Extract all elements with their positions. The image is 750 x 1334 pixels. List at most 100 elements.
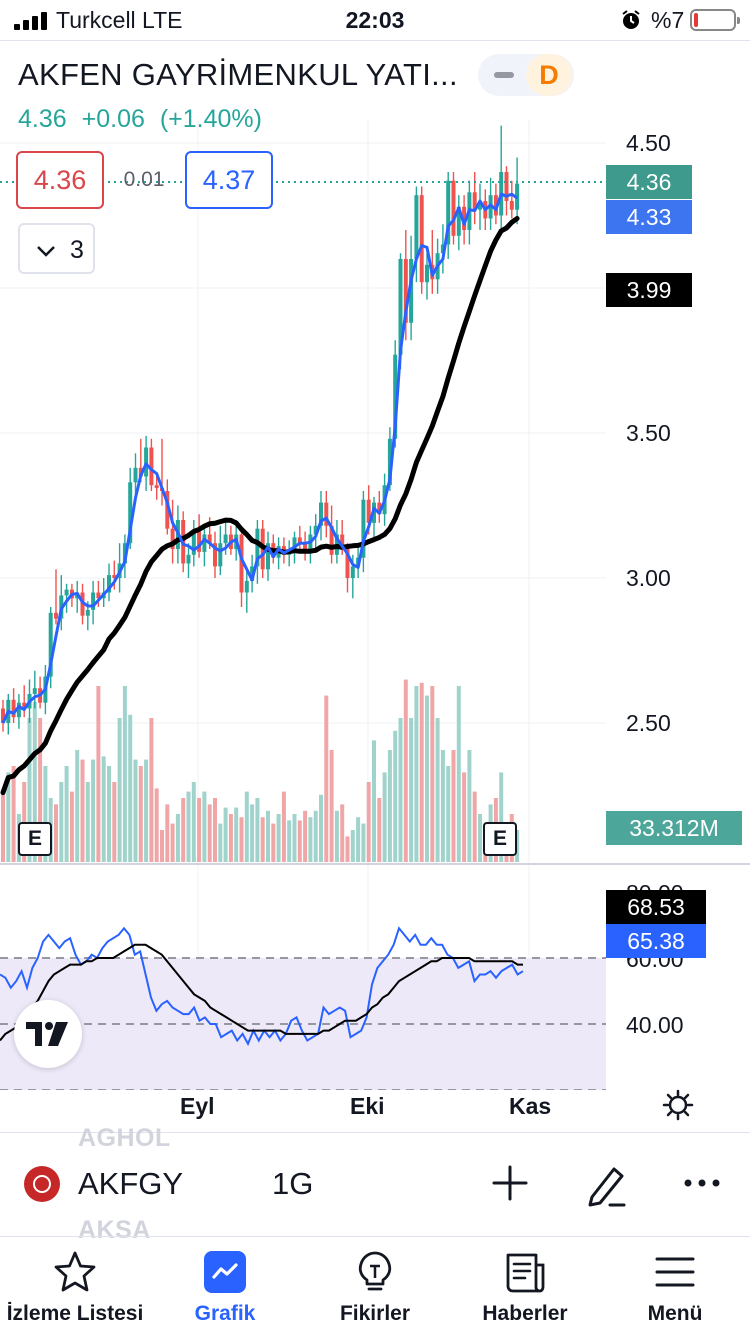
candle-body [319,502,323,526]
volume-bar [266,810,270,862]
rsi-band [0,957,606,1090]
candle-body [292,537,297,549]
minus-icon[interactable] [494,72,514,78]
candle-body [54,612,58,619]
candle-body [207,534,212,544]
volume-bar [340,804,345,862]
star-icon [54,1251,96,1292]
last-price-tag: 4.36 [606,165,692,199]
signal-icon [14,12,48,30]
tab-news[interactable]: Haberler [450,1248,600,1334]
candle-body [425,264,429,283]
candle-body [91,592,96,610]
earnings-marker[interactable]: E [483,822,517,856]
drawing-pen-icon[interactable] [584,1163,628,1207]
volume-bar [1,791,5,862]
fast-ma-line [1,192,518,724]
chart-icon [204,1251,246,1293]
volume-bar [260,817,265,862]
volume-bar [409,718,414,862]
candle-body [239,534,244,593]
price-axis-label: 4.50 [626,130,671,156]
volume-bar [387,750,392,862]
volume-bar [107,766,111,862]
interval-selector[interactable]: 1G [272,1166,314,1201]
tab-label: İzleme Listesi [6,1302,144,1325]
volume-bar [239,817,244,862]
volume-bar [160,830,164,862]
volume-bar [403,679,408,862]
add-icon[interactable] [490,1163,530,1203]
volume-bar [250,804,255,862]
symbol-title[interactable]: AKFEN GAYRİMENKUL YATI... [18,57,458,92]
earnings-marker[interactable]: E [18,822,52,856]
candle-body [345,549,350,578]
symbol-ticker[interactable]: AKFGY [78,1166,184,1201]
volume-bar [255,798,260,862]
data-delay-badge[interactable]: D [526,54,572,96]
indicators-toggle[interactable]: 3 [18,223,95,274]
spread-value: 0.01 [123,168,165,191]
candle-body [197,531,202,552]
sell-button[interactable]: 4.36 [16,151,104,209]
candle-body [297,537,302,544]
candle-body [149,447,154,486]
volume-bar [462,772,467,862]
volume-bar [329,750,334,862]
candle-body [250,566,255,581]
tab-ideas[interactable]: Fikirler [300,1248,450,1334]
volume-bar [128,714,133,862]
tab-watchlist[interactable]: İzleme Listesi [0,1248,150,1334]
volume-bar [228,814,233,862]
price-chart[interactable] [0,0,750,1090]
volume-bar [430,686,435,862]
volume-bar [398,718,403,862]
volume-bar [101,756,106,862]
x-axis-label: Kas [509,1093,552,1119]
volume-bar [350,830,355,862]
settings-icon[interactable] [662,1089,694,1121]
tab-chart[interactable]: Grafik [150,1248,300,1334]
volume-bar [308,817,313,862]
indicators-count: 3 [70,236,84,264]
more-options-icon[interactable] [682,1163,722,1203]
candle-body [255,528,260,567]
candle-body [144,447,149,477]
volume-bar [361,823,366,862]
volume-bar [144,759,149,862]
volume-bar [467,750,472,862]
alarm-icon [622,10,640,29]
candle-body [223,534,228,544]
battery-icon [690,9,740,31]
tab-menu[interactable]: Menü [600,1248,750,1334]
rsi-line [0,926,524,1047]
volume-bar [478,814,482,862]
candle-body [403,259,408,323]
volume-bar [96,686,101,862]
candle-body [165,491,170,529]
volume-bar [244,791,249,862]
clock: 22:03 [345,7,405,33]
volume-bar [456,686,461,862]
carrier-label: Turkcell LTE [56,7,183,33]
watchlist-ghost-symbol: AGHOL [78,1124,171,1152]
candle-body [32,688,37,694]
candle-body [377,502,382,515]
price-change: +0.06 [81,105,145,133]
grid [0,120,606,1070]
candle-body [313,525,318,535]
candle-body [11,699,16,718]
candle-body [154,485,159,489]
symbol-logo [24,1166,60,1202]
volume-bar [425,695,429,862]
last-price: 4.36 [18,105,67,133]
buy-button[interactable]: 4.37 [185,151,273,209]
volume-bar [170,823,175,862]
fast-ma-tag: 4.33 [606,200,692,234]
candle-body [218,543,223,567]
candle-body [128,482,133,544]
volume-bar [69,791,74,862]
candle-body [133,467,138,483]
tab-label: Menü [647,1302,703,1325]
candle-body [85,609,90,616]
